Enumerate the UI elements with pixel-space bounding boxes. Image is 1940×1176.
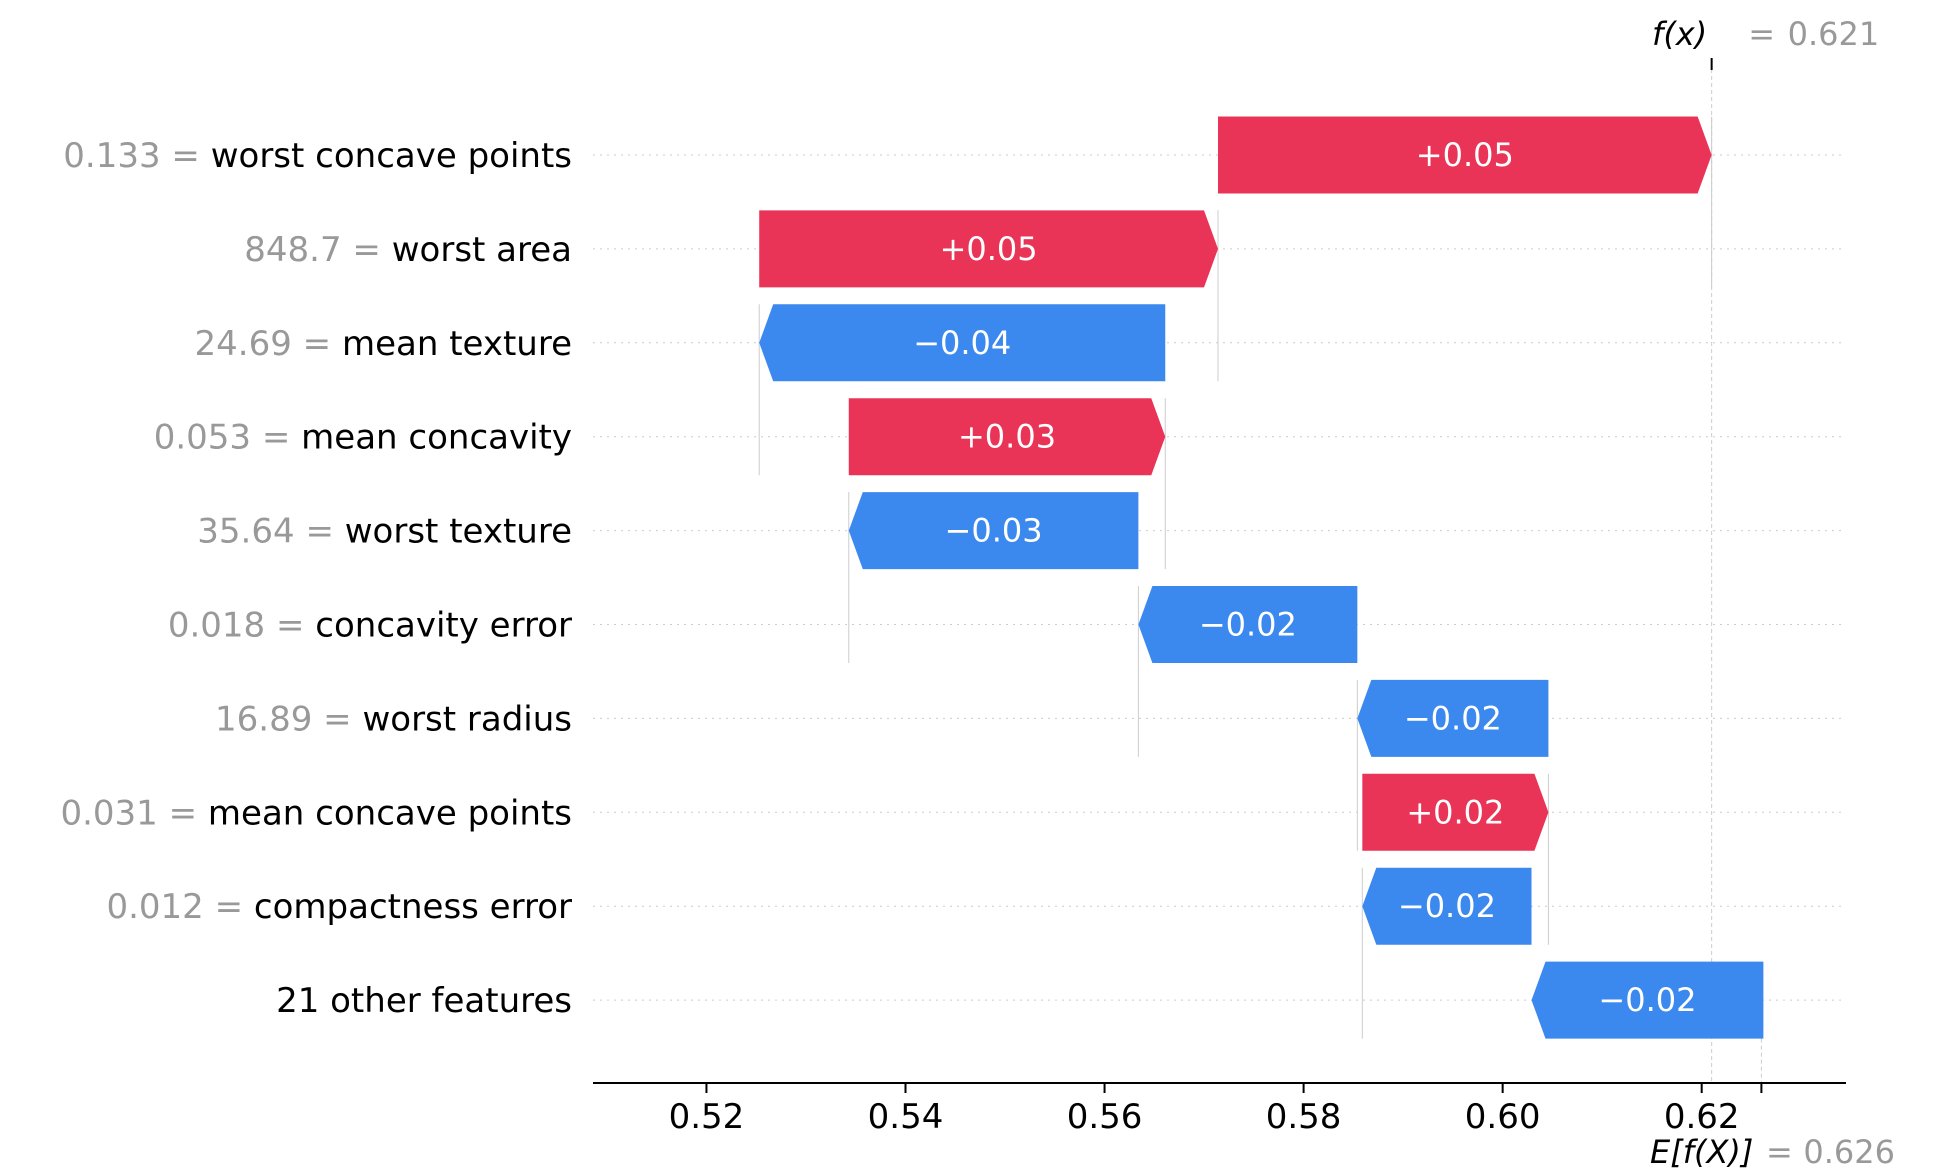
- positive-bar: [1362, 773, 1549, 851]
- output-label: f(x): [1652, 15, 1707, 53]
- negative-bar: [1357, 679, 1549, 757]
- x-tick-label: 0.56: [1067, 1097, 1143, 1137]
- positive-bar: [1218, 116, 1712, 194]
- feature-name: 21 other features: [276, 981, 572, 1021]
- feature-name: mean concavity: [301, 418, 572, 458]
- negative-bar: [1138, 586, 1358, 663]
- bar-value-label: +0.05: [940, 230, 1038, 268]
- x-tick-label: 0.54: [868, 1097, 944, 1137]
- feature-label: 0.031 = mean concave points: [60, 793, 572, 833]
- feature-label: 35.64 = worst texture: [197, 512, 572, 552]
- output-equals: =: [1748, 15, 1775, 53]
- bar-value-label: +0.05: [1416, 136, 1514, 174]
- feature-name: worst concave points: [211, 136, 572, 176]
- feature-label: 21 other features: [276, 981, 572, 1021]
- bar-value-label: −0.04: [913, 324, 1011, 362]
- base-value-label: E[f(X)]: [1650, 1133, 1753, 1171]
- feature-labels: 0.133 = worst concave points 848.7 = wors…: [60, 136, 572, 1021]
- feature-value: 0.053 =: [154, 418, 301, 458]
- positive-bar: [759, 210, 1219, 288]
- feature-value: 0.133 =: [63, 136, 210, 176]
- bar-value-label: +0.03: [958, 418, 1056, 456]
- feature-value: 0.031 =: [60, 793, 207, 833]
- base-value-annotation: E[f(X)] = 0.626: [1650, 1133, 1895, 1171]
- bars: +0.05 +0.05 −0.04 +0.03 −0.03 −0.02 −0.02 +0.02…: [759, 116, 1764, 1039]
- feature-value: 0.012 =: [106, 887, 253, 927]
- negative-bar: [848, 492, 1139, 570]
- base-value-value: 0.626: [1803, 1133, 1895, 1171]
- feature-label: 0.053 = mean concavity: [154, 418, 572, 458]
- feature-label: 0.133 = worst concave points: [63, 136, 572, 176]
- connector-lines: [758, 62, 1762, 1083]
- feature-label: 0.018 = concavity error: [168, 606, 572, 646]
- bar-value-label: −0.02: [1598, 981, 1696, 1019]
- negative-bar: [1362, 867, 1532, 945]
- bar-value-label: +0.02: [1406, 793, 1504, 831]
- feature-value: 848.7 =: [244, 230, 391, 270]
- feature-label: 848.7 = worst area: [244, 230, 572, 270]
- bar-value-label: −0.02: [1398, 887, 1496, 925]
- bar-value-label: −0.02: [1199, 606, 1297, 644]
- feature-label: 24.69 = mean texture: [195, 324, 572, 364]
- feature-name: concavity error: [315, 606, 572, 646]
- output-value: 0.621: [1788, 15, 1880, 53]
- feature-value: 35.64 =: [197, 512, 344, 552]
- bar-value-label: −0.02: [1404, 699, 1502, 737]
- x-tick-label: 0.62: [1664, 1097, 1740, 1137]
- output-annotation: f(x) = 0.621: [1652, 15, 1879, 53]
- feature-name: worst texture: [345, 512, 572, 552]
- x-tick-label: 0.58: [1266, 1097, 1342, 1137]
- x-tick-label: 0.60: [1465, 1097, 1541, 1137]
- feature-value: 24.69 =: [195, 324, 342, 364]
- feature-name: worst area: [392, 230, 572, 270]
- feature-value: 0.018 =: [168, 606, 315, 646]
- bar-value-label: −0.03: [945, 512, 1043, 550]
- x-tick-label: 0.52: [669, 1097, 745, 1137]
- feature-name: mean texture: [342, 324, 572, 364]
- feature-label: 0.012 = compactness error: [106, 887, 572, 927]
- feature-label: 16.89 = worst radius: [215, 699, 572, 739]
- feature-name: compactness error: [254, 887, 572, 927]
- x-axis: 0.52 0.54 0.56 0.58 0.60 0.62: [593, 58, 1846, 1137]
- positive-bar: [848, 398, 1166, 476]
- negative-bar: [759, 304, 1166, 382]
- negative-bar: [1531, 961, 1764, 1039]
- feature-name: worst radius: [362, 699, 572, 739]
- feature-value: 16.89 =: [215, 699, 362, 739]
- base-value-equals: =: [1766, 1133, 1793, 1171]
- feature-name: mean concave points: [208, 793, 572, 833]
